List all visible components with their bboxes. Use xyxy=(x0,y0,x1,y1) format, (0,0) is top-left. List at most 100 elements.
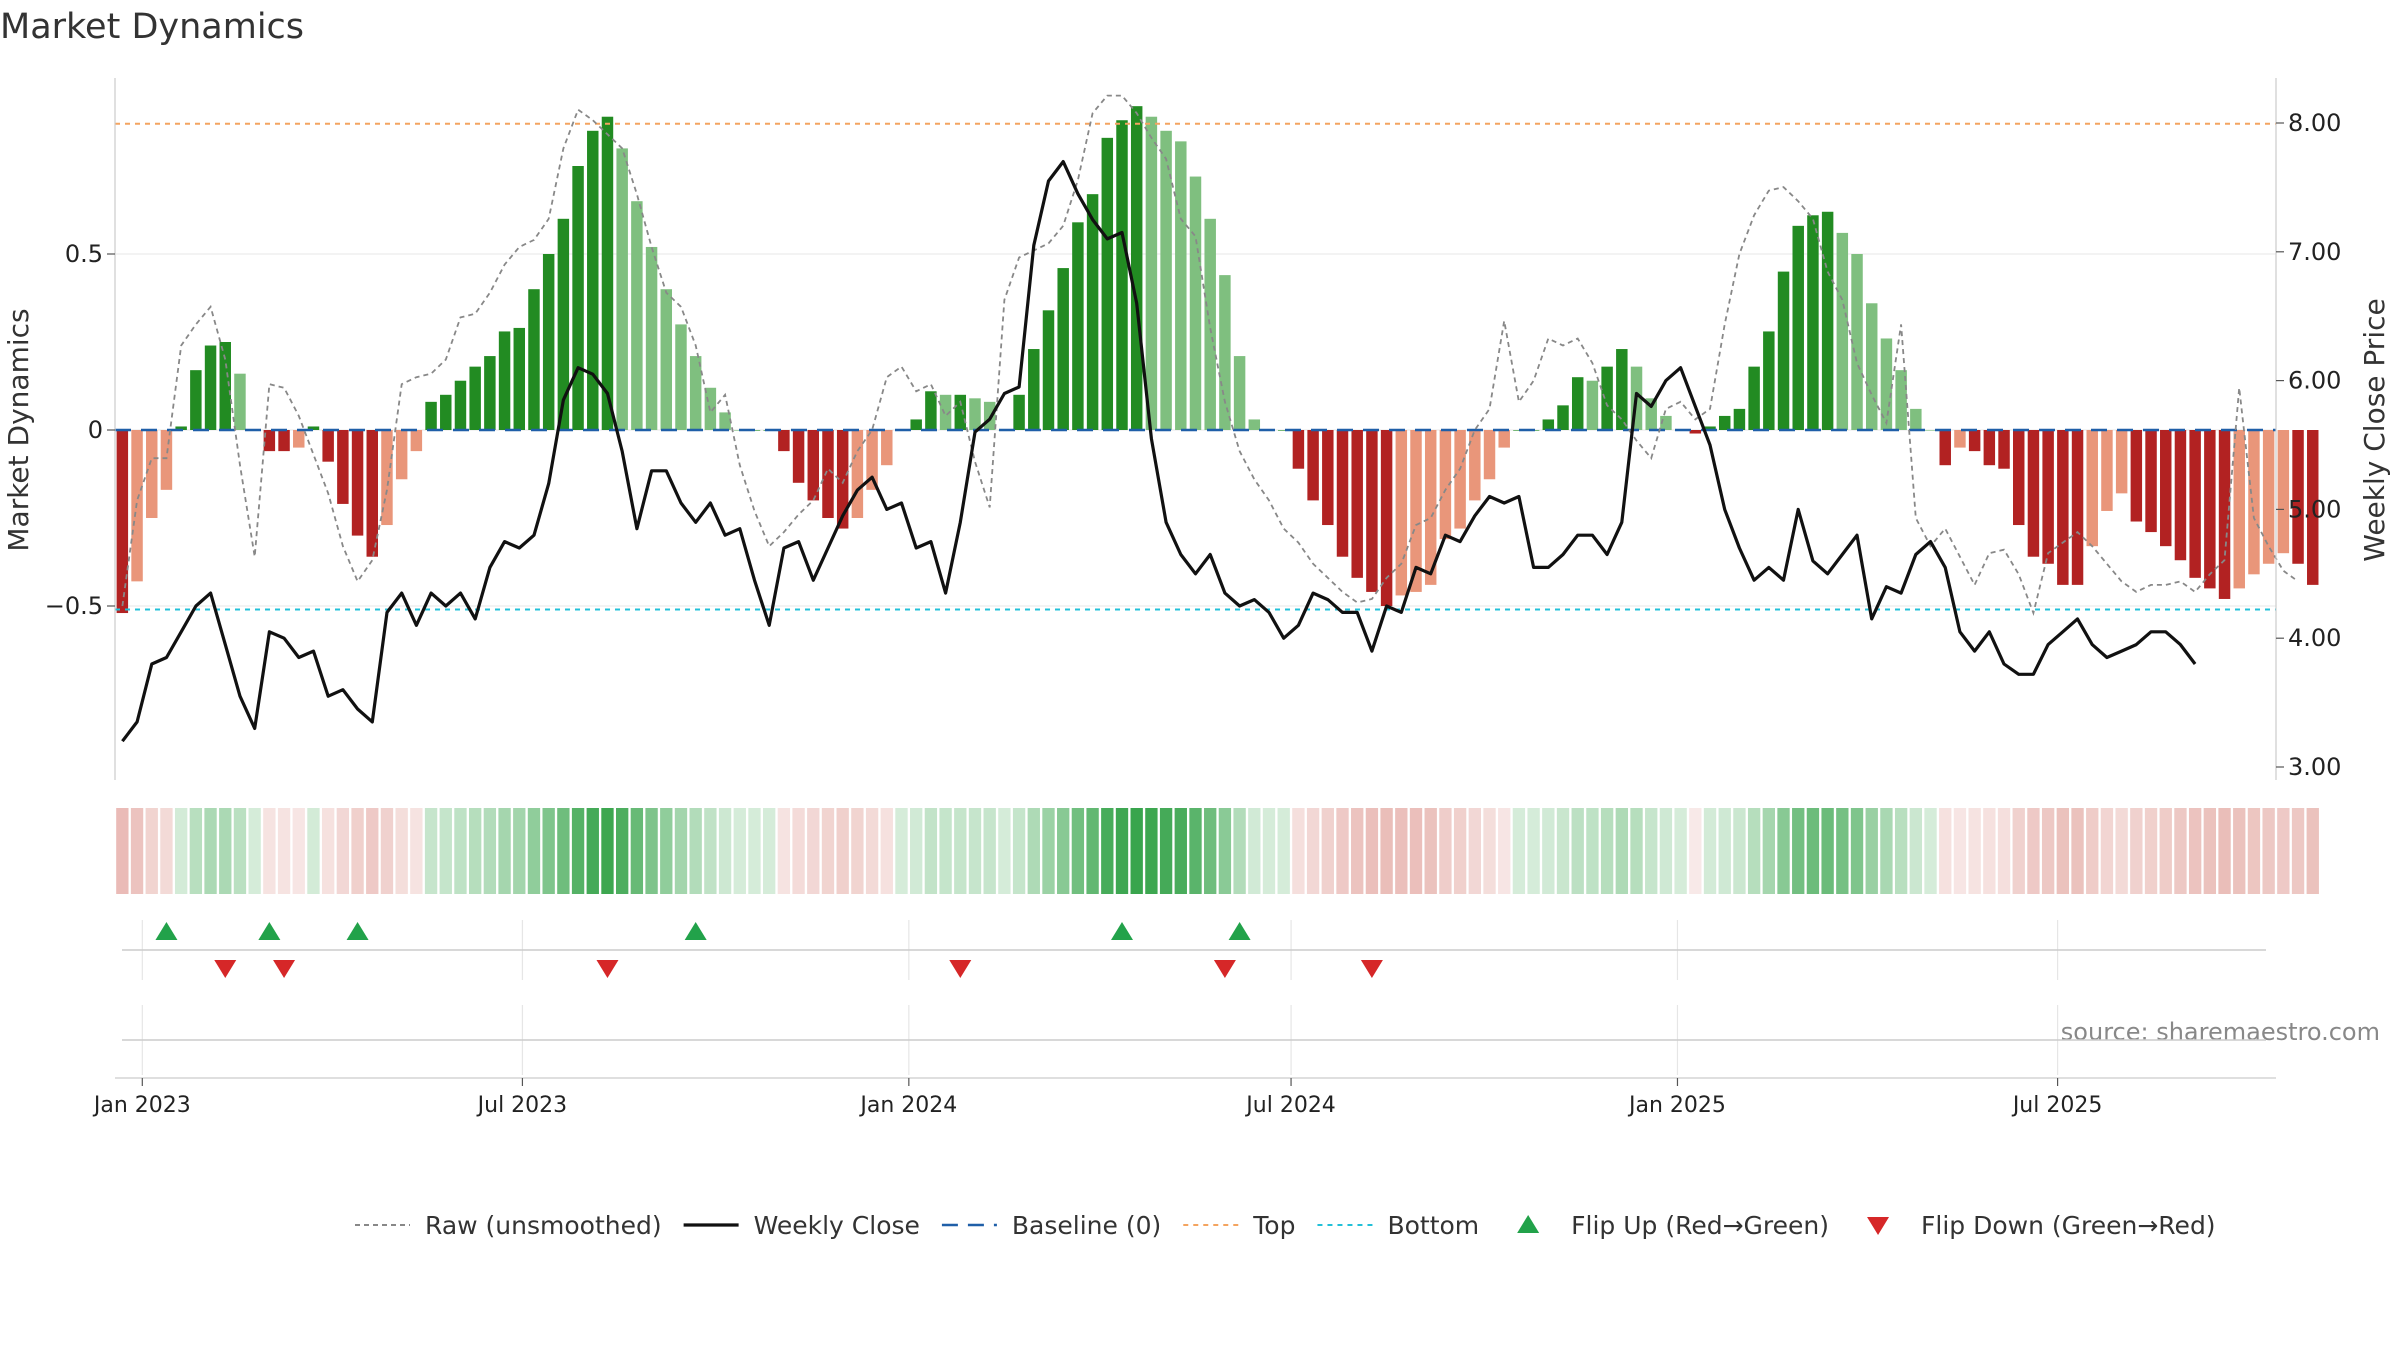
dynamics-bar xyxy=(2042,430,2054,564)
regime-cell xyxy=(2277,808,2290,894)
dynamics-bar xyxy=(1469,430,1481,501)
regime-cell xyxy=(1880,808,1893,894)
dynamics-bar xyxy=(2233,430,2245,589)
flip-down-marker xyxy=(1360,960,1383,978)
dynamics-bar xyxy=(1616,349,1628,430)
regime-cell xyxy=(2247,808,2261,894)
regime-cell xyxy=(1821,808,1834,894)
regime-cell xyxy=(1101,808,1114,894)
dynamics-bar xyxy=(1483,430,1496,480)
regime-cell xyxy=(1865,808,1878,894)
dynamics-bar xyxy=(146,430,158,518)
dynamics-bar xyxy=(1954,430,1966,448)
y2-tick-label: 7.00 xyxy=(2288,238,2341,266)
regime-cell xyxy=(865,808,879,894)
dynamics-bar xyxy=(616,148,628,430)
legend-item: Bottom xyxy=(1317,1211,1479,1240)
dynamics-bar xyxy=(1571,377,1584,430)
dynamics-bar xyxy=(1645,398,1657,430)
weekly-close-line xyxy=(121,160,2197,743)
dynamics-bar xyxy=(1395,430,1408,596)
regime-cell xyxy=(1409,808,1423,894)
flip-up-marker xyxy=(346,922,369,940)
legend-item: Raw (unsmoothed) xyxy=(355,1211,662,1240)
regime-cell xyxy=(880,808,893,894)
x-tick-label: Jul 2025 xyxy=(2011,1093,2103,1118)
legend-label: Bottom xyxy=(1387,1211,1479,1240)
regime-cell xyxy=(351,808,364,894)
dynamics-bar xyxy=(2174,430,2187,561)
dynamics-bar xyxy=(2115,430,2128,494)
regime-cell xyxy=(1248,808,1261,894)
regime-cell xyxy=(1483,808,1496,894)
dynamics-bar xyxy=(645,246,658,430)
dynamics-bar xyxy=(1292,430,1305,469)
dynamics-bar xyxy=(2307,430,2319,585)
legend-item: Top xyxy=(1183,1211,1295,1240)
regime-cell xyxy=(189,808,203,894)
dynamics-bar xyxy=(469,366,481,430)
regime-cell xyxy=(792,808,805,894)
regime-cell xyxy=(1792,808,1805,894)
regime-cell xyxy=(2086,808,2099,894)
dynamics-bar xyxy=(1057,268,1069,430)
regime-cell xyxy=(454,808,467,894)
dynamics-bar xyxy=(1204,218,1216,430)
legend-item: Weekly Close xyxy=(683,1211,920,1240)
regime-cell xyxy=(1674,808,1687,894)
regime-cell xyxy=(307,808,320,894)
regime-cell xyxy=(483,808,497,894)
dynamics-bar xyxy=(1836,232,1849,430)
regime-cell xyxy=(2159,808,2172,894)
dynamics-bar xyxy=(1660,415,1672,430)
regime-cell xyxy=(1027,808,1040,894)
dynamics-bar xyxy=(1410,430,1422,592)
regime-cell xyxy=(645,808,658,894)
flip-down-marker xyxy=(214,960,237,978)
dynamics-bar xyxy=(1175,141,1187,431)
dynamics-bar xyxy=(381,430,393,526)
regime-cell xyxy=(468,808,482,894)
dynamics-bar xyxy=(498,331,511,430)
legend-label: Top xyxy=(1252,1211,1295,1240)
regime-cell xyxy=(807,808,820,894)
flip-down-marker xyxy=(949,960,972,978)
dynamics-bar xyxy=(1498,430,1510,448)
dynamics-bar xyxy=(1424,430,1437,585)
regime-cell xyxy=(1189,808,1202,894)
dynamics-bar xyxy=(440,394,452,430)
y-tick-label: 0 xyxy=(88,416,103,444)
y-axis-label: Market Dynamics xyxy=(2,308,35,551)
regime-cell xyxy=(204,808,217,894)
dynamics-bar xyxy=(1748,366,1760,430)
dynamics-bar xyxy=(939,394,952,430)
regime-cell xyxy=(336,808,350,894)
dynamics-bar xyxy=(689,356,702,430)
regime-cell xyxy=(1527,808,1540,894)
regime-cell xyxy=(674,808,688,894)
dynamics-bar xyxy=(778,430,790,452)
regime-cell xyxy=(439,808,452,894)
regime-cell xyxy=(1042,808,1055,894)
legend-label: Weekly Close xyxy=(754,1211,920,1240)
dynamics-bar xyxy=(1366,430,1378,592)
regime-cell xyxy=(2144,808,2158,894)
regime-cell xyxy=(1424,808,1437,894)
dynamics-bar xyxy=(2262,430,2275,564)
regime-cell xyxy=(1439,808,1452,894)
dynamics-bar xyxy=(1865,303,1878,430)
regime-cell xyxy=(2218,808,2231,894)
dynamics-bar xyxy=(1307,430,1319,501)
dynamics-bar xyxy=(1586,380,1599,430)
regime-cell xyxy=(1968,808,1981,894)
regime-cell xyxy=(1836,808,1849,894)
regime-cell xyxy=(1586,808,1599,894)
dynamics-bar xyxy=(1939,430,1951,466)
dynamics-bar xyxy=(910,419,922,430)
dynamics-bar xyxy=(1880,338,1893,430)
dynamics-bar xyxy=(1013,394,1025,430)
regime-cell xyxy=(733,808,746,894)
dynamics-bar xyxy=(2160,430,2172,547)
dynamics-bar xyxy=(1101,137,1114,430)
regime-cell xyxy=(2203,808,2217,894)
